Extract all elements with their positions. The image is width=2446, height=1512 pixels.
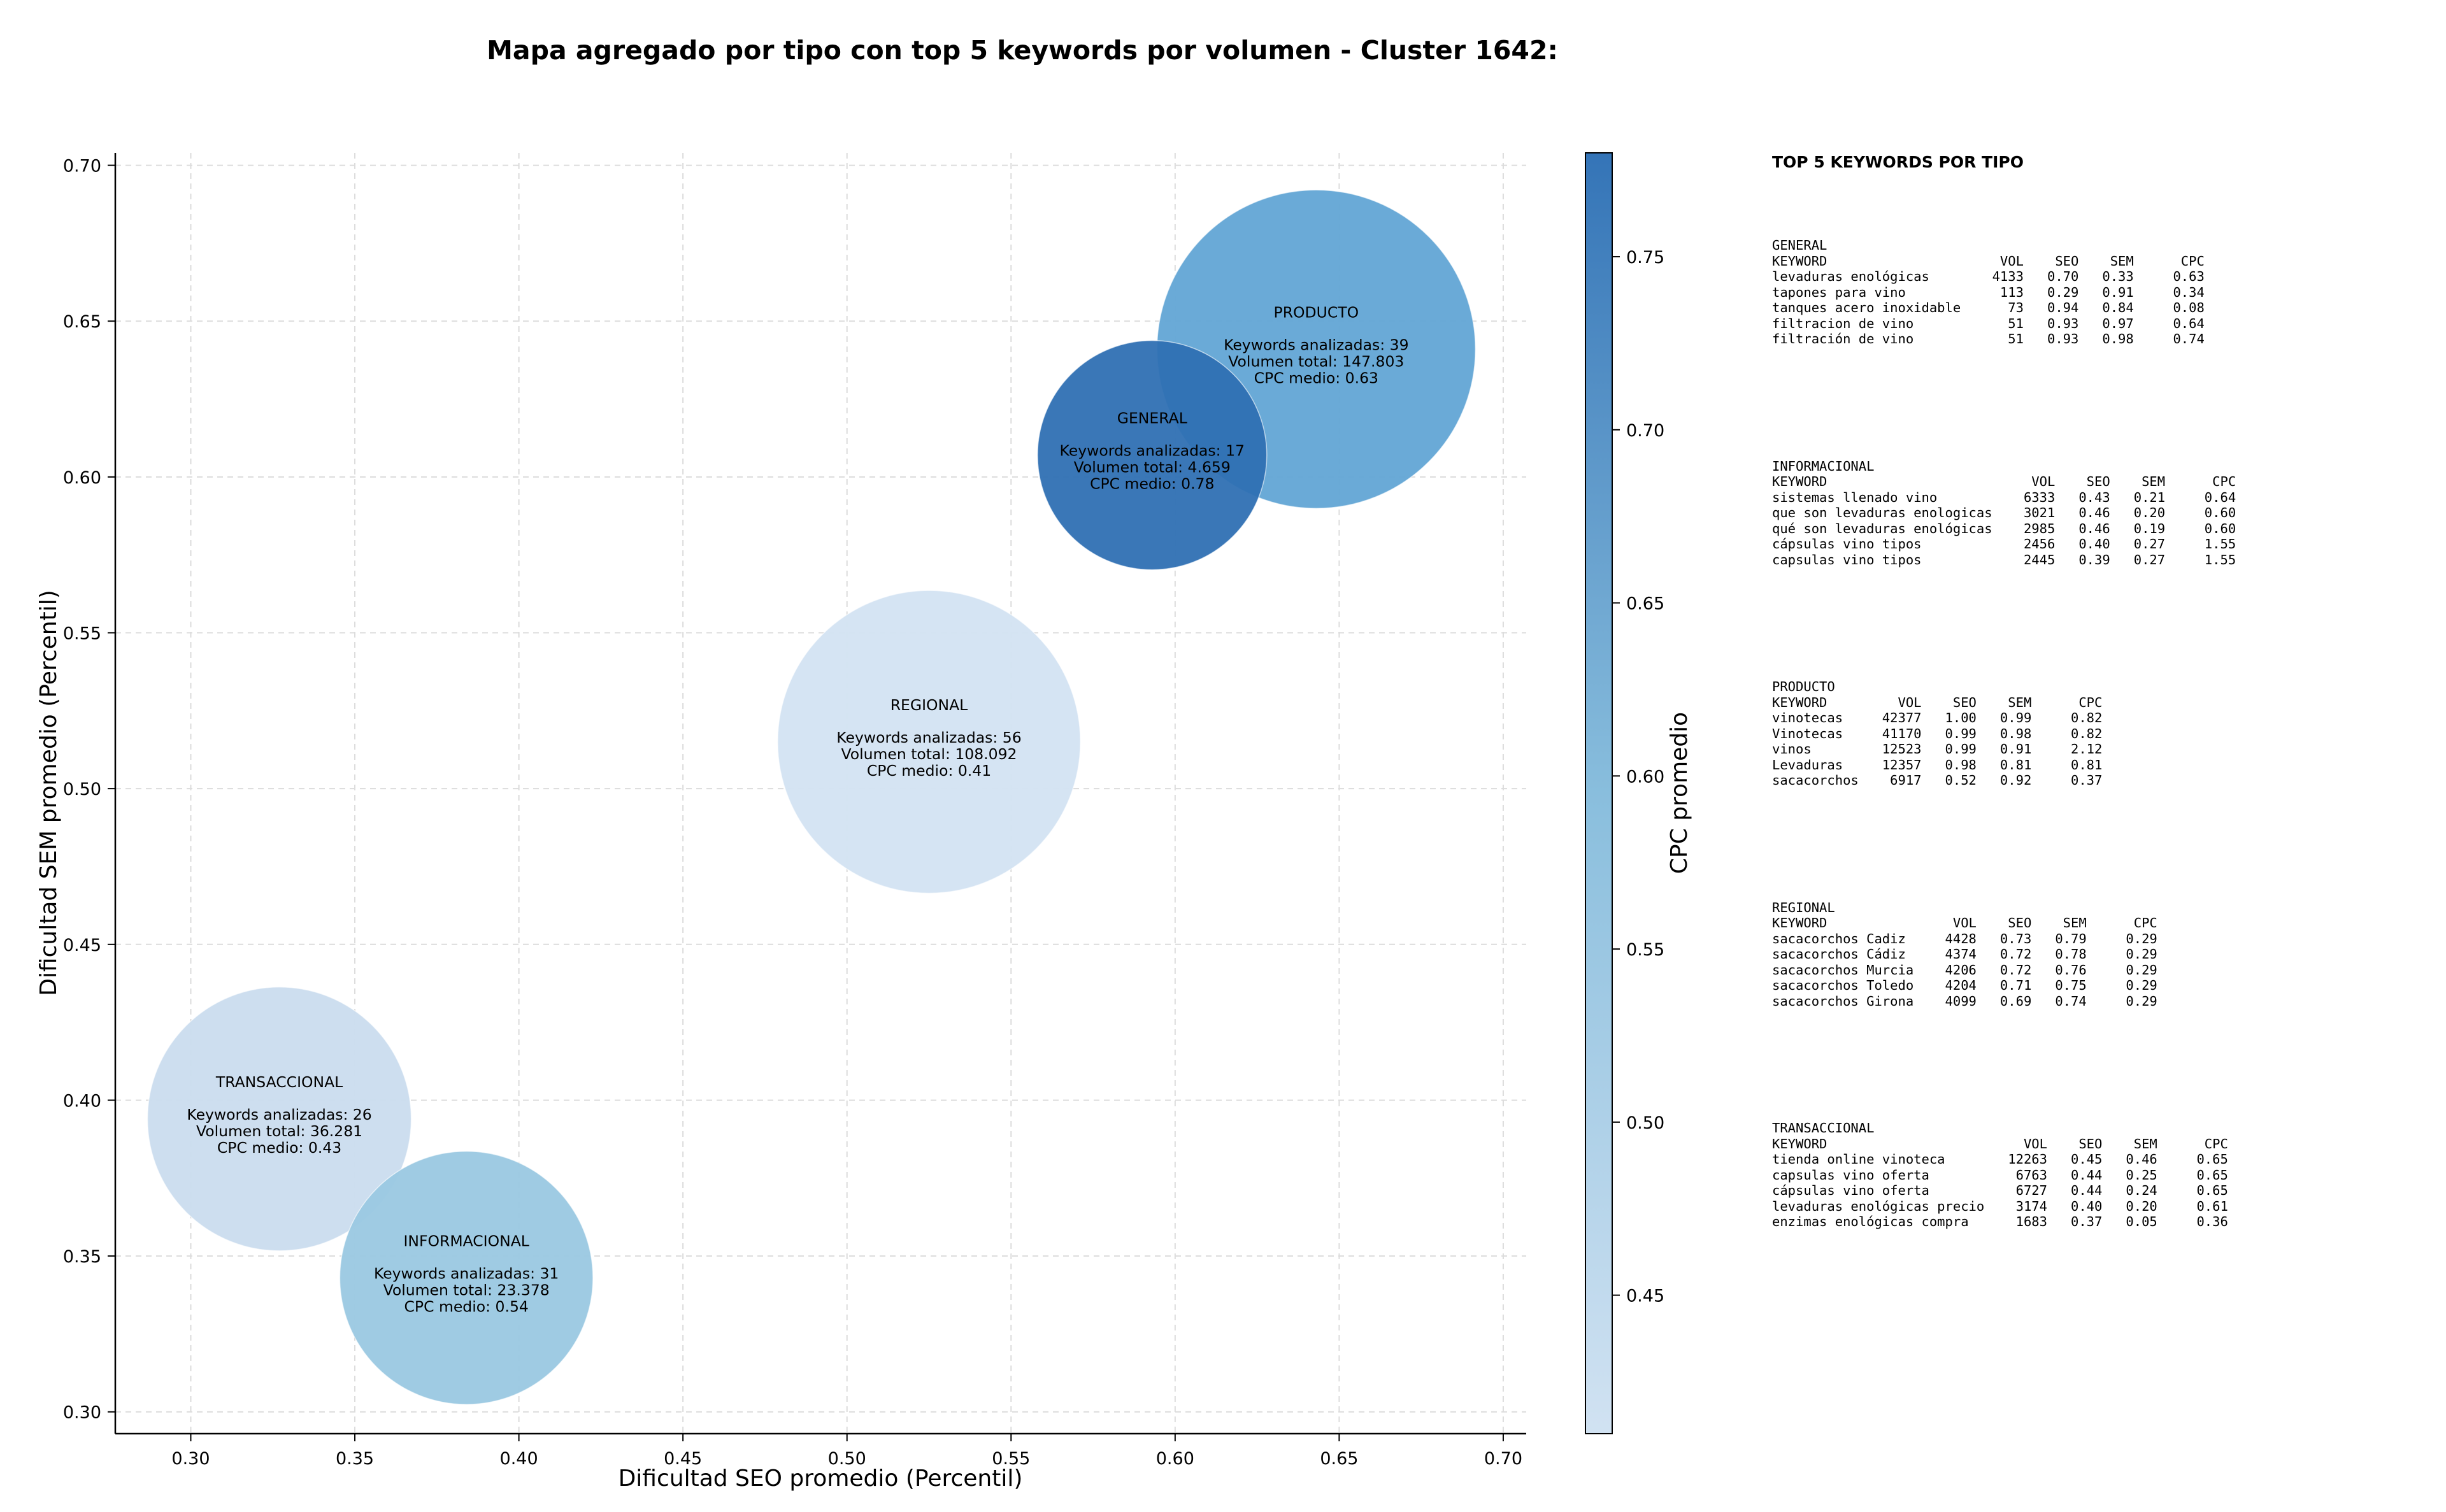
bubble-keywords: Keywords analizadas: 26	[187, 1106, 371, 1123]
bubble-volume: Volumen total: 4.659	[1074, 459, 1231, 476]
bubble-name: GENERAL	[1117, 410, 1187, 427]
colorbar-label: CPC promedio	[1666, 712, 1692, 874]
bubble-volume: Volumen total: 108.092	[841, 745, 1017, 763]
x-tick-label: 0.30	[171, 1449, 210, 1469]
colorbar-tick-label: 0.75	[1626, 248, 1664, 267]
keyword-table-transaccional: TRANSACCIONAL KEYWORD VOL SEO SEM CPC ti…	[1772, 1120, 2435, 1230]
axes: 0.30 0.35 0.40 0.45 0.50 0.55 0.60 0.65 0.70 0.30…	[63, 153, 1526, 1469]
colorbar-tick-label: 0.50	[1626, 1113, 1664, 1133]
bubble-name: PRODUCTO	[1274, 303, 1359, 321]
x-tick-label: 0.50	[828, 1449, 866, 1469]
bubble-label-transaccional: TRANSACCIONAL Keywords analizadas: 26Volu…	[187, 1073, 371, 1157]
y-tick-label: 0.40	[63, 1091, 101, 1111]
keyword-table-text: PRODUCTO KEYWORD VOL SEO SEM CPC vinotec…	[1772, 679, 2103, 788]
bubble-keywords: Keywords analizadas: 56	[836, 729, 1021, 746]
bubbles	[147, 189, 1477, 1405]
x-tick-label: 0.45	[664, 1449, 702, 1469]
bubble-cpc: CPC medio: 0.63	[1254, 369, 1378, 387]
y-tick-label: 0.70	[63, 157, 101, 176]
y-tick-label: 0.60	[63, 468, 101, 488]
y-tick-label: 0.35	[63, 1247, 101, 1267]
colorbar-gradient	[1585, 152, 1613, 1434]
bubble-volume: Volumen total: 36.281	[196, 1122, 362, 1140]
bubble-volume: Volumen total: 23.378	[383, 1281, 550, 1299]
colorbar-ticks: 0.45 0.50 0.55 0.60 0.65 0.70 0.75	[1612, 248, 1664, 1306]
bubble-transaccional	[147, 987, 412, 1252]
bubble-keywords: Keywords analizadas: 39	[1224, 336, 1408, 353]
colorbar-tick-label: 0.55	[1626, 940, 1664, 960]
keyword-table-informacional: INFORMACIONAL KEYWORD VOL SEO SEM CPC si…	[1772, 459, 2435, 568]
bubble-label-informacional: INFORMACIONAL Keywords analizadas: 31Volu…	[374, 1232, 559, 1315]
keyword-table-text: GENERAL KEYWORD VOL SEO SEM CPC levadura…	[1772, 238, 2205, 346]
y-tick-label: 0.55	[63, 624, 101, 644]
keyword-tables: GENERAL KEYWORD VOL SEO SEM CPC levadura…	[1772, 238, 2435, 1230]
colorbar-tick-label: 0.60	[1626, 767, 1664, 787]
bubble-informacional	[339, 1150, 594, 1405]
bubble-name: REGIONAL	[890, 696, 968, 714]
y-tick-label: 0.30	[63, 1403, 101, 1423]
y-tick-label: 0.45	[63, 936, 101, 955]
bubble-regional	[777, 590, 1081, 894]
bubble-keywords: Keywords analizadas: 17	[1060, 442, 1245, 460]
bubble-name: INFORMACIONAL	[403, 1232, 529, 1250]
x-tick-label: 0.70	[1484, 1449, 1522, 1469]
colorbar-tick-label: 0.70	[1626, 421, 1664, 441]
bubble-keywords: Keywords analizadas: 31	[374, 1264, 559, 1282]
chart-title: Mapa agregado por tipo con top 5 keyword…	[487, 35, 1558, 66]
bubble-cpc: CPC medio: 0.41	[867, 762, 991, 780]
y-axis-label: Dificultad SEM promedio (Percentil)	[36, 590, 62, 996]
keyword-table-general: GENERAL KEYWORD VOL SEO SEM CPC levadura…	[1772, 238, 2435, 347]
keyword-table-producto: PRODUCTO KEYWORD VOL SEO SEM CPC vinotec…	[1772, 679, 2435, 788]
keyword-table-text: INFORMACIONAL KEYWORD VOL SEO SEM CPC si…	[1772, 458, 2236, 567]
bubble-volume: Volumen total: 147.803	[1228, 352, 1404, 370]
keyword-table-text: TRANSACCIONAL KEYWORD VOL SEO SEM CPC ti…	[1772, 1120, 2228, 1229]
y-tick-label: 0.65	[63, 312, 101, 332]
x-tick-label: 0.35	[336, 1449, 374, 1469]
bubble-general	[1037, 339, 1268, 571]
colorbar-tick-label: 0.45	[1626, 1287, 1664, 1306]
top-keywords-heading: TOP 5 KEYWORDS POR TIPO	[1772, 153, 2024, 171]
x-tick-label: 0.60	[1156, 1449, 1194, 1469]
colorbar-tick-label: 0.65	[1626, 594, 1664, 614]
keyword-table-regional: REGIONAL KEYWORD VOL SEO SEM CPC sacacor…	[1772, 900, 2435, 1009]
bubble-cpc: CPC medio: 0.43	[217, 1139, 341, 1157]
x-tick-label: 0.65	[1320, 1449, 1358, 1469]
x-tick-label: 0.40	[500, 1449, 538, 1469]
bubble-cpc: CPC medio: 0.78	[1090, 475, 1214, 493]
top-keywords-panel: TOP 5 KEYWORDS POR TIPO GENERAL KEYWORD …	[1772, 153, 2435, 1230]
x-tick-label: 0.55	[992, 1449, 1030, 1469]
keyword-table-text: REGIONAL KEYWORD VOL SEO SEM CPC sacacor…	[1772, 899, 2157, 1009]
bubble-cpc: CPC medio: 0.54	[404, 1297, 529, 1315]
y-tick-label: 0.50	[63, 780, 101, 799]
bubble-name: TRANSACCIONAL	[215, 1073, 343, 1091]
colorbar: 0.45 0.50 0.55 0.60 0.65 0.70 0.75	[1585, 152, 1664, 1434]
x-axis-label: Dificultad SEO promedio (Percentil)	[619, 1466, 1023, 1492]
